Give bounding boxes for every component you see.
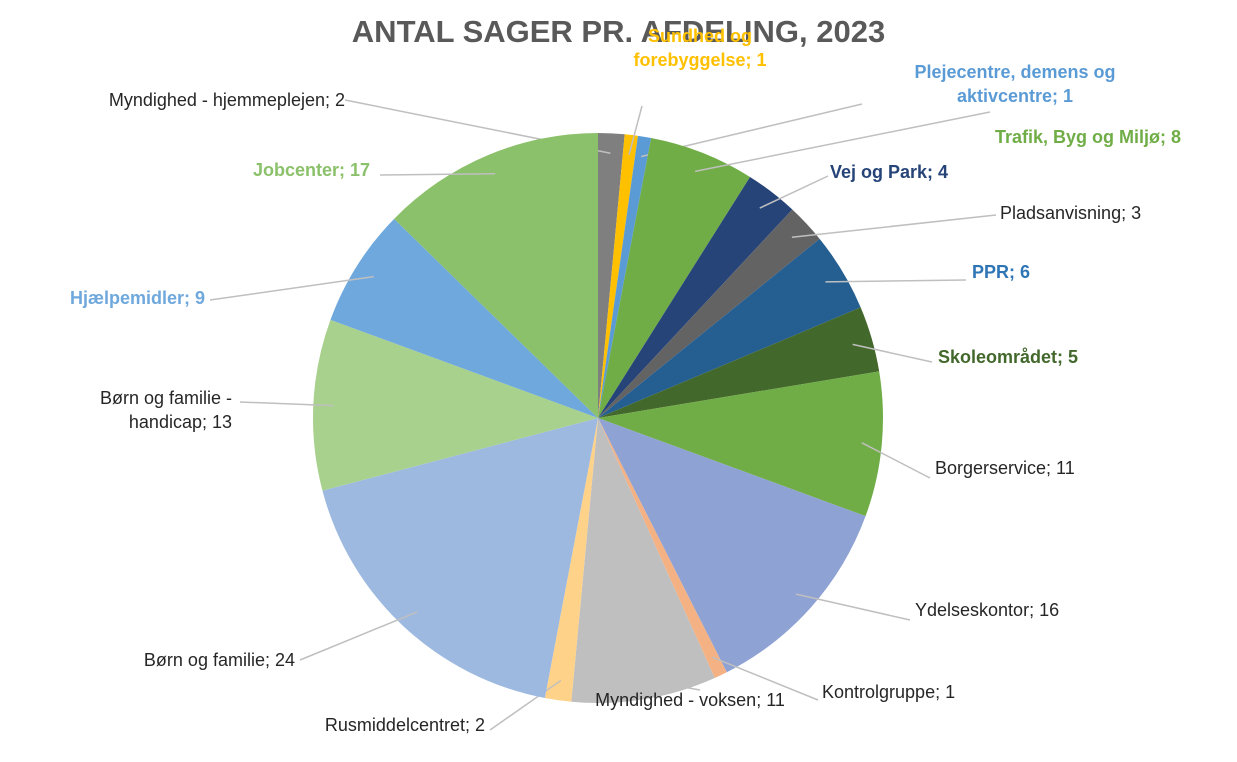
leader-line [489,679,562,731]
leader-line [861,442,931,479]
leader-line [711,656,819,701]
data-label: Borgerservice; 11 [935,458,1075,478]
pie-slice [598,176,793,418]
pie-slice [598,418,866,673]
data-label: Pladsanvisning; 3 [1000,203,1142,223]
pie-slice [598,209,820,418]
data-label: Myndighed - hjemmeplejen; 2 [108,90,345,110]
data-label: Børn og familie - handicap; 13 [99,388,232,432]
data-label: Kontrolgruppe; 1 [822,682,956,702]
pie-slice [330,218,598,418]
leader-line [628,105,643,155]
leader-line [299,611,418,661]
data-label: Ydelseskontor; 16 [915,600,1060,620]
chart-title: ANTAL SAGER PR. AFDELING, 2023 [351,14,886,49]
pie-slice [598,418,727,678]
pie-slice [571,418,715,703]
data-label: PPR; 6 [972,262,1031,282]
data-label: Skoleområdet; 5 [938,347,1079,367]
leader-line [852,343,933,363]
pie-slice [598,133,625,418]
leader-line [694,111,991,173]
data-label: Plejecentre, demens og aktivcentre; 1 [914,62,1116,106]
pie-slice [598,238,861,418]
data-label: Rusmiddelcentret; 2 [324,715,485,735]
data-label: Jobcenter; 17 [252,160,370,180]
pie-slice [322,418,598,699]
pie-slice [313,319,598,491]
pie-slice [544,418,598,702]
pie-slice [394,133,598,418]
leader-line [791,214,997,239]
data-label: Hjælpemidler; 9 [69,288,205,308]
data-label: Vej og Park; 4 [830,162,949,182]
data-label: Myndighed - voksen; 11 [595,690,785,710]
data-label: Sundhed og forebyggelse; 1 [633,26,767,70]
leader-line [239,401,334,407]
pie-slice [598,134,638,418]
leader-line [759,175,829,209]
leader-line [795,593,911,621]
leader-line [825,279,967,283]
data-label: Børn og familie; 24 [143,650,295,670]
pie-slice [598,371,883,517]
leader-line [641,678,701,691]
pie-slice [598,135,652,419]
leader-line [209,275,374,301]
pie-slice [598,137,751,418]
pie-slice [598,307,880,418]
data-label: Trafik, Byg og Miljø; 8 [995,127,1182,147]
leader-line [379,172,496,176]
